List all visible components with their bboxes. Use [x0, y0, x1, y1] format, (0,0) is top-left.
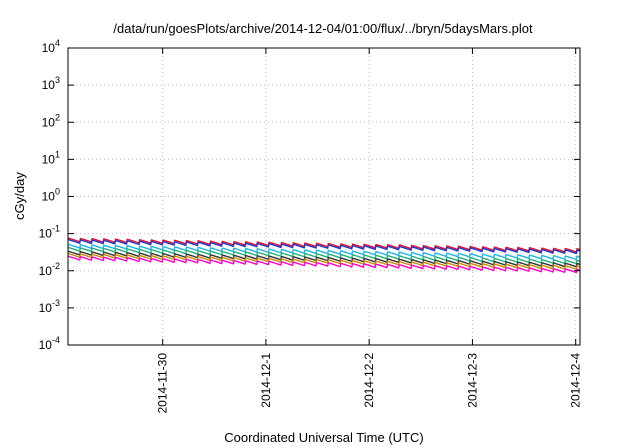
- chart-title: /data/run/goesPlots/archive/2014-12-04/0…: [113, 21, 533, 36]
- y-axis-tick-labels: 10-4 10-3 10-2 10-1 100 101 102 103 104: [39, 38, 60, 352]
- series-line-4: [67, 246, 581, 265]
- x-tick-label: 2014-12-4: [569, 353, 583, 408]
- y-tick-label: 100: [42, 187, 60, 204]
- series-line-3: [67, 243, 581, 261]
- series-line-5: [67, 250, 581, 268]
- y-axis-title: cGy/day: [12, 172, 27, 220]
- series-line-7: [67, 255, 581, 274]
- y-tick-label: 10-2: [39, 261, 60, 278]
- x-axis-tick-labels: 2014-11-30 2014-12-1 2014-12-2 2014-12-3 201…: [156, 353, 583, 414]
- y-tick-label: 10-3: [39, 298, 60, 315]
- series-line-1: [67, 237, 581, 253]
- y-tick-label: 10-1: [39, 224, 60, 241]
- axis-ticks: [68, 47, 580, 346]
- x-tick-label: 2014-12-2: [362, 353, 376, 408]
- series-line-6: [67, 252, 581, 270]
- plot-series: [67, 237, 581, 274]
- x-tick-label: 2014-11-30: [156, 353, 170, 414]
- x-tick-label: 2014-12-3: [465, 353, 479, 408]
- y-tick-label: 10-4: [39, 335, 60, 352]
- y-tick-label: 103: [42, 75, 60, 92]
- y-tick-label: 104: [42, 38, 60, 55]
- x-axis-title: Coordinated Universal Time (UTC): [224, 430, 423, 445]
- series-line-2: [67, 238, 581, 255]
- y-tick-label: 102: [42, 112, 60, 129]
- x-tick-label: 2014-12-1: [259, 353, 273, 408]
- grid: [68, 48, 580, 345]
- y-tick-label: 101: [42, 149, 60, 166]
